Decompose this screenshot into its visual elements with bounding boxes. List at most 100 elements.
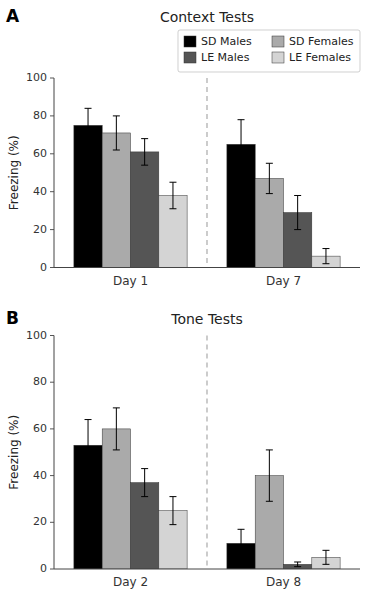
error-bar-cap xyxy=(238,168,245,169)
y-tick-label: 0 xyxy=(40,562,47,575)
x-axis xyxy=(54,267,360,268)
y-tick-label: 100 xyxy=(26,71,47,84)
x-axis xyxy=(54,569,360,570)
error-bar-cap xyxy=(113,150,120,151)
y-tick-label: 100 xyxy=(26,329,47,342)
error-bar-stem xyxy=(269,450,270,501)
y-tick-label: 60 xyxy=(33,147,47,160)
y-tick-label: 40 xyxy=(33,469,47,482)
error-bar-stem xyxy=(88,108,89,142)
y-axis-label: Freezing (%) xyxy=(7,415,21,490)
error-bar xyxy=(141,469,148,497)
error-bar-stem xyxy=(116,408,117,450)
y-axis xyxy=(54,336,55,570)
title: Context Tests xyxy=(160,9,254,25)
error-bar-cap xyxy=(266,449,273,450)
error-bar-stem xyxy=(116,116,117,150)
error-bar-stem xyxy=(144,469,145,497)
y-tick xyxy=(50,428,54,429)
error-bar-stem xyxy=(172,182,173,209)
error-bar xyxy=(238,120,245,169)
y-tick-label: 80 xyxy=(33,109,47,122)
legend-label: SD Males xyxy=(201,35,252,48)
error-bar-stem xyxy=(297,195,298,229)
error-bar-cap xyxy=(294,566,301,567)
y-tick xyxy=(50,229,54,230)
error-bar-cap xyxy=(322,263,329,264)
group-separator xyxy=(206,336,207,570)
error-bar-cap xyxy=(85,142,92,143)
legend-swatch xyxy=(272,52,284,63)
error-bar-cap xyxy=(322,564,329,565)
y-tick xyxy=(50,191,54,192)
error-bar-stem xyxy=(172,497,173,525)
error-bar-stem xyxy=(269,163,270,193)
error-bar-cap xyxy=(238,119,245,120)
error-bar-cap xyxy=(294,229,301,230)
error-bar xyxy=(294,195,301,229)
legend-label: LE Females xyxy=(289,51,351,64)
error-bar xyxy=(322,550,329,564)
legend-label: SD Females xyxy=(289,35,354,48)
y-tick-label: 0 xyxy=(40,261,47,274)
y-tick-label: 40 xyxy=(33,185,47,198)
y-tick-label: 20 xyxy=(33,223,47,236)
error-bar-cap xyxy=(322,550,329,551)
error-bar-cap xyxy=(238,529,245,530)
error-bar xyxy=(85,420,92,471)
title: Tone Tests xyxy=(170,311,243,327)
error-bar-cap xyxy=(169,496,176,497)
error-bar-cap xyxy=(113,115,120,116)
y-tick xyxy=(50,522,54,523)
error-bar-cap xyxy=(141,138,148,139)
legend-label: LE Males xyxy=(201,51,250,64)
legend-swatch xyxy=(184,52,196,63)
error-bar-cap xyxy=(141,468,148,469)
error-bar xyxy=(169,182,176,209)
bar xyxy=(74,125,102,267)
error-bar xyxy=(169,497,176,525)
error-bar xyxy=(266,163,273,193)
error-bar-cap xyxy=(266,501,273,502)
error-bar xyxy=(113,408,120,450)
plot-marks xyxy=(74,408,340,569)
error-bar xyxy=(141,139,148,166)
error-bar xyxy=(266,450,273,501)
error-bar-stem xyxy=(297,562,298,567)
error-bar-cap xyxy=(169,182,176,183)
x-tick-label: Day 7 xyxy=(266,274,301,288)
y-tick xyxy=(50,267,54,268)
error-bar-cap xyxy=(266,163,273,164)
figure: A Context Tests Freezing (%) 0 20 40 60 80 100 Da… xyxy=(0,0,372,603)
panel-label: A xyxy=(6,6,20,26)
error-bar-cap xyxy=(169,524,176,525)
y-tick-label: 60 xyxy=(33,422,47,435)
legend-swatch xyxy=(272,36,284,47)
error-bar-cap xyxy=(85,470,92,471)
legend-swatch xyxy=(184,36,196,47)
bar xyxy=(131,152,159,268)
y-tick xyxy=(50,382,54,383)
error-bar xyxy=(322,249,329,264)
error-bar-cap xyxy=(266,193,273,194)
error-bar xyxy=(294,562,301,567)
error-bar-cap xyxy=(85,419,92,420)
error-bar-stem xyxy=(88,420,89,471)
error-bar-cap xyxy=(85,108,92,109)
y-tick xyxy=(50,78,54,79)
error-bar-cap xyxy=(141,165,148,166)
x-tick-label: Day 2 xyxy=(113,575,148,589)
group-separator xyxy=(206,78,207,268)
error-bar-cap xyxy=(113,449,120,450)
error-bar-stem xyxy=(325,550,326,564)
error-bar-stem xyxy=(325,249,326,264)
panel: BTone TestsFreezing (%)020406080100Day 2… xyxy=(6,308,360,590)
y-axis-label: Freezing (%) xyxy=(7,135,21,210)
y-tick xyxy=(50,335,54,336)
error-bar-stem xyxy=(144,139,145,166)
error-bar-stem xyxy=(241,120,242,169)
error-bar-cap xyxy=(238,557,245,558)
error-bar-cap xyxy=(294,195,301,196)
error-bar xyxy=(238,529,245,557)
y-tick xyxy=(50,153,54,154)
